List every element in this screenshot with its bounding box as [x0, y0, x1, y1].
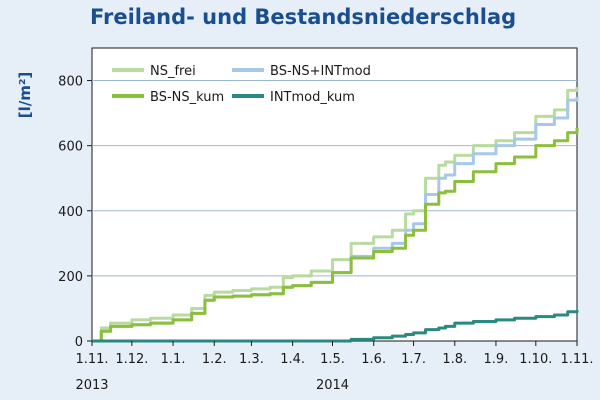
- legend-label: INTmod_kum: [270, 90, 355, 105]
- x-tick-label: 1.2.: [202, 352, 227, 367]
- y-tick-label: 800: [58, 75, 83, 90]
- x-tick-label: 1.4.: [280, 352, 305, 367]
- x-tick-label: 1.6.: [361, 352, 386, 367]
- y-tick-label: 600: [58, 140, 83, 155]
- series-lines: [92, 87, 579, 343]
- x-tick-label: 1.7.: [401, 352, 426, 367]
- legend-label: BS-NS_kum: [150, 90, 224, 105]
- x-tick-label: 1.3.: [239, 352, 264, 367]
- x-tick-label: 1.12.: [115, 352, 148, 367]
- year-label: 2013: [75, 378, 108, 393]
- year-label: 2014: [316, 378, 349, 393]
- plot-area: [91, 47, 578, 342]
- chart-title: Freiland- und Bestandsniederschlag: [90, 5, 517, 29]
- series-line-intmod-kum: [92, 310, 579, 343]
- legend: NS_frei BS-NS+INTmod BS-NS_kum INTmod_kum: [112, 64, 371, 105]
- x-tick-label: 1.11.: [75, 352, 108, 367]
- x-tick-label: 1.10.: [519, 352, 552, 367]
- series-line-bs-ns-kum: [92, 127, 579, 343]
- y-axis-label: [l/m²]: [16, 72, 34, 119]
- y-tick-label: 400: [58, 205, 83, 220]
- legend-label: BS-NS+INTmod: [270, 64, 371, 79]
- x-tick-label: 1.5.: [320, 352, 345, 367]
- axes: 0 200 400 600 800 1.11. 1.12. 1.1. 1.2. 1.3. 1.4. 1…: [58, 75, 593, 393]
- x-tick-label: 1.9.: [484, 352, 509, 367]
- legend-label: NS_frei: [150, 64, 196, 79]
- x-tick-label: 1.1.: [161, 352, 186, 367]
- y-tick-label: 0: [75, 335, 83, 350]
- x-tick-label: 1.8.: [442, 352, 467, 367]
- y-tick-label: 200: [58, 270, 83, 285]
- x-tick-label: 1.11.: [560, 352, 593, 367]
